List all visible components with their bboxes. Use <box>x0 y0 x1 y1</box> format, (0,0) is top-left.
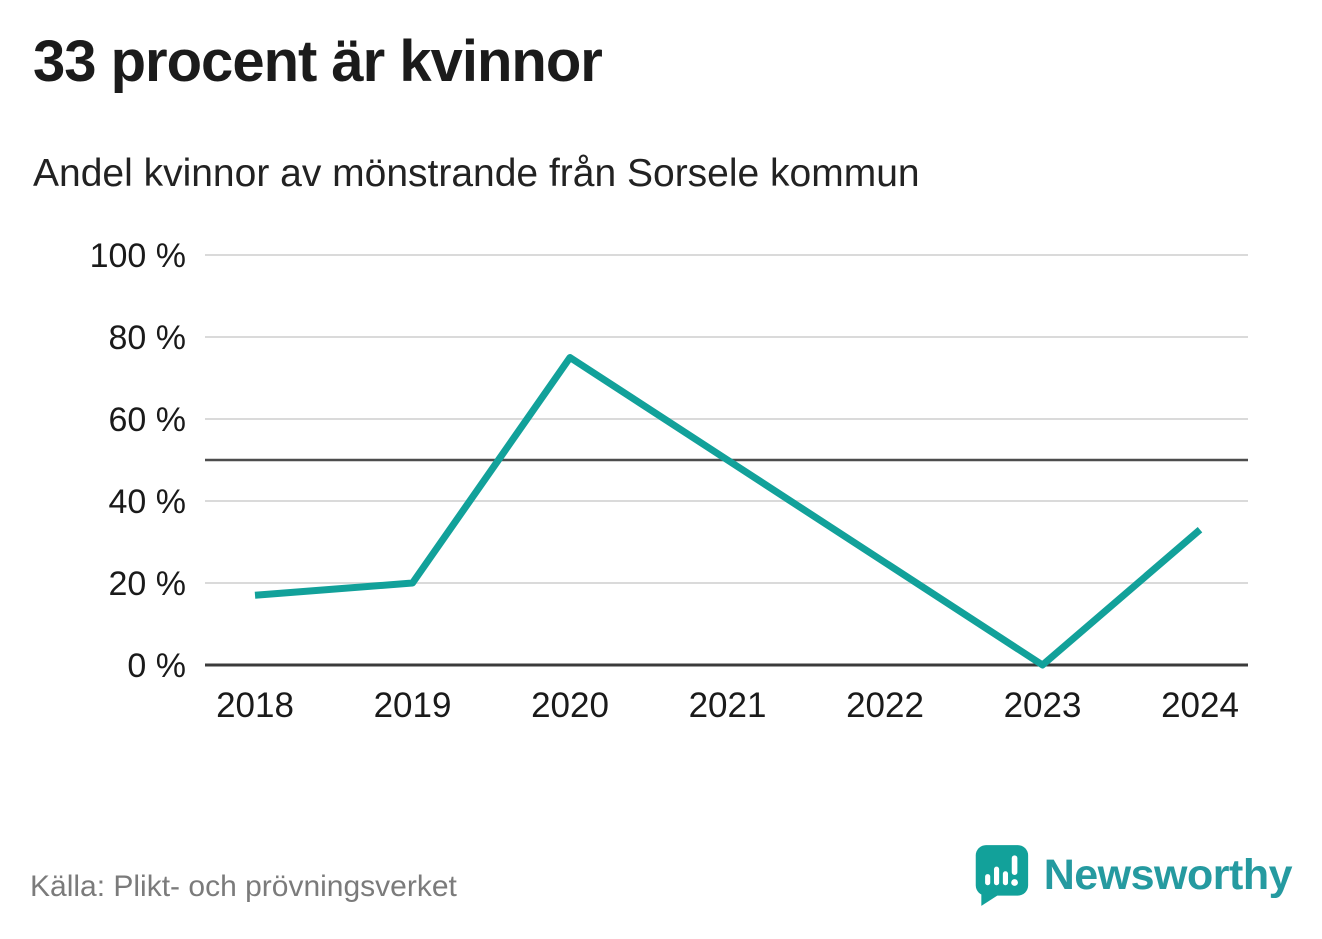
newsworthy-logo-text: Newsworthy <box>1043 850 1293 899</box>
x-axis-tick-label: 2021 <box>689 686 767 725</box>
y-axis-tick-label: 0 % <box>127 647 186 685</box>
x-axis-tick-label: 2023 <box>1004 686 1082 725</box>
y-axis-tick-label: 60 % <box>109 401 187 439</box>
x-axis-tick-label: 2020 <box>531 686 609 725</box>
chart-subtitle: Andel kvinnor av mönstrande från Sorsele… <box>33 152 920 195</box>
y-axis-tick-label: 80 % <box>109 319 187 357</box>
source-note: Källa: Plikt- och prövningsverket <box>30 870 457 903</box>
y-axis-tick-label: 20 % <box>109 565 187 603</box>
data-line <box>254 354 1203 669</box>
chart-title: 33 procent är kvinnor <box>33 29 603 94</box>
x-axis-tick-label: 2024 <box>1161 686 1239 725</box>
newsworthy-logo-icon <box>975 845 1028 906</box>
y-axis-tick-label: 40 % <box>109 483 187 521</box>
x-axis-tick-label: 2018 <box>216 686 294 725</box>
y-axis-tick-label: 100 % <box>90 237 186 275</box>
x-axis-tick-label: 2022 <box>846 686 924 725</box>
newsworthy-logo: Newsworthy <box>972 843 1293 907</box>
x-axis-tick-label: 2019 <box>374 686 452 725</box>
